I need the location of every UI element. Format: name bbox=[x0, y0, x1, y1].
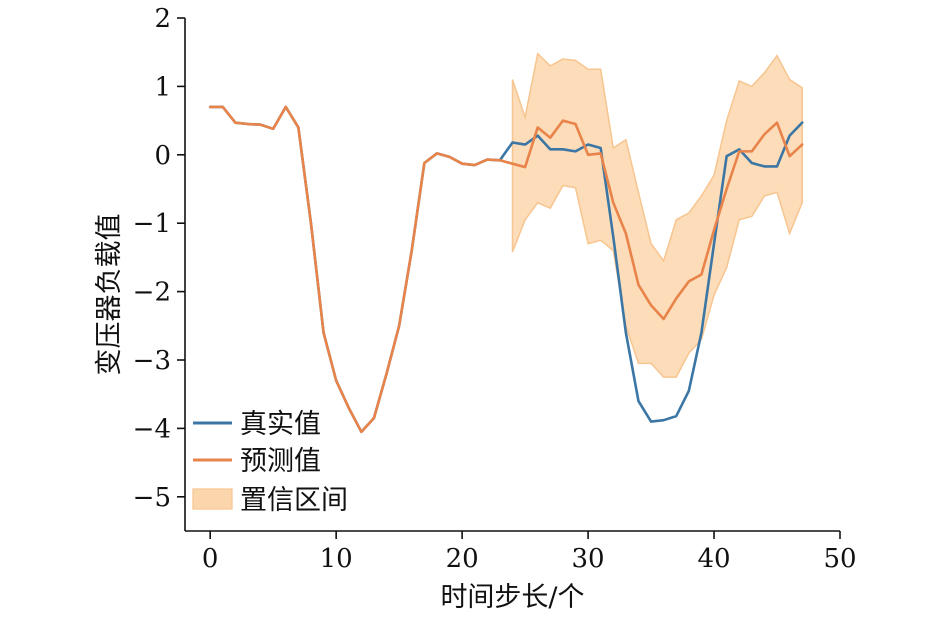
y-tick-label: −1 bbox=[133, 209, 171, 239]
axes bbox=[184, 18, 840, 532]
legend-label-band: 置信区间 bbox=[240, 485, 348, 516]
x-tick-label: 10 bbox=[320, 544, 353, 574]
y-tick-label: 1 bbox=[154, 72, 171, 102]
plot-area bbox=[208, 52, 804, 434]
y-tick-label: −4 bbox=[133, 414, 171, 444]
y-tick-label: −5 bbox=[133, 483, 171, 513]
y-tick-label: −3 bbox=[133, 346, 171, 376]
y-tick-label: −2 bbox=[133, 278, 171, 308]
x-tick-label: 20 bbox=[446, 544, 479, 574]
x-tick-label: 30 bbox=[572, 544, 605, 574]
confidence-band bbox=[511, 52, 803, 378]
series-line-predicted bbox=[208, 105, 804, 434]
legend-label-predicted: 预测值 bbox=[240, 446, 321, 477]
legend: 真实值 预测值 置信区间 bbox=[192, 409, 348, 516]
legend-swatch-band bbox=[192, 488, 233, 510]
ticks: 0 10 20 30 40 50 −5 −4 −3 −2 −1 0 1 2 bbox=[133, 4, 857, 574]
y-tick-label: 0 bbox=[154, 141, 171, 171]
x-tick-label: 50 bbox=[823, 544, 856, 574]
legend-label-actual: 真实值 bbox=[240, 409, 321, 440]
x-axis-title: 时间步长/个 bbox=[440, 582, 584, 613]
y-tick-label: 2 bbox=[154, 4, 171, 34]
x-tick-label: 40 bbox=[697, 544, 730, 574]
y-axis-title: 变压器负载值 bbox=[94, 214, 125, 376]
x-tick-label: 0 bbox=[202, 544, 219, 574]
